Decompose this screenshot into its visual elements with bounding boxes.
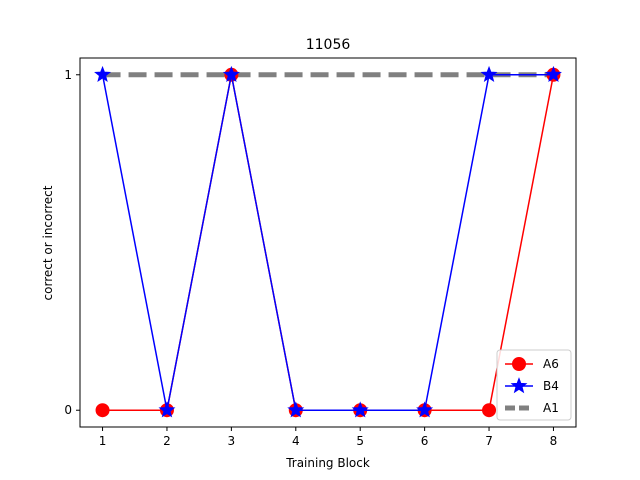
y-axis-label: correct or incorrect bbox=[41, 185, 55, 300]
legend-label-B4: B4 bbox=[543, 379, 559, 393]
data-point-B4 bbox=[416, 401, 434, 418]
legend-marker-B4 bbox=[510, 377, 528, 394]
x-tick-label: 1 bbox=[99, 434, 107, 448]
x-tick-label: 4 bbox=[292, 434, 300, 448]
data-point-B4 bbox=[544, 65, 562, 82]
data-point-B4 bbox=[480, 65, 498, 82]
chart-title: 11056 bbox=[306, 37, 351, 53]
x-tick-label: 6 bbox=[421, 434, 429, 448]
legend-label-A1: A1 bbox=[543, 401, 559, 415]
x-tick-label: 5 bbox=[356, 434, 364, 448]
x-axis-label: Training Block bbox=[285, 456, 370, 470]
x-tick-label: 3 bbox=[228, 434, 236, 448]
data-point-B4 bbox=[287, 401, 305, 418]
series-layer bbox=[94, 65, 562, 418]
x-tick-label: 8 bbox=[550, 434, 558, 448]
series-line-A6 bbox=[102, 74, 555, 411]
y-tick-label: 0 bbox=[64, 403, 72, 417]
data-point-A6 bbox=[482, 403, 497, 418]
legend-marker-A6 bbox=[512, 357, 526, 371]
series-line-B4 bbox=[101, 74, 554, 411]
data-point-B4 bbox=[222, 65, 240, 82]
legend-label-A6: A6 bbox=[543, 357, 559, 371]
y-tick-label: 1 bbox=[64, 68, 72, 82]
ticks-layer: 1 2 3 4 5 6 7 8 0 1 bbox=[64, 68, 557, 448]
series-B4 bbox=[94, 65, 562, 418]
data-point-A6 bbox=[95, 403, 110, 418]
data-point-B4 bbox=[351, 401, 369, 418]
plot-frame bbox=[79, 57, 577, 428]
data-point-B4 bbox=[94, 65, 112, 82]
series-A6 bbox=[95, 67, 561, 418]
data-point-B4 bbox=[158, 401, 176, 418]
x-tick-label: 7 bbox=[485, 434, 493, 448]
legend: A6 B4 A1 bbox=[496, 349, 572, 421]
x-tick-label: 2 bbox=[163, 434, 171, 448]
